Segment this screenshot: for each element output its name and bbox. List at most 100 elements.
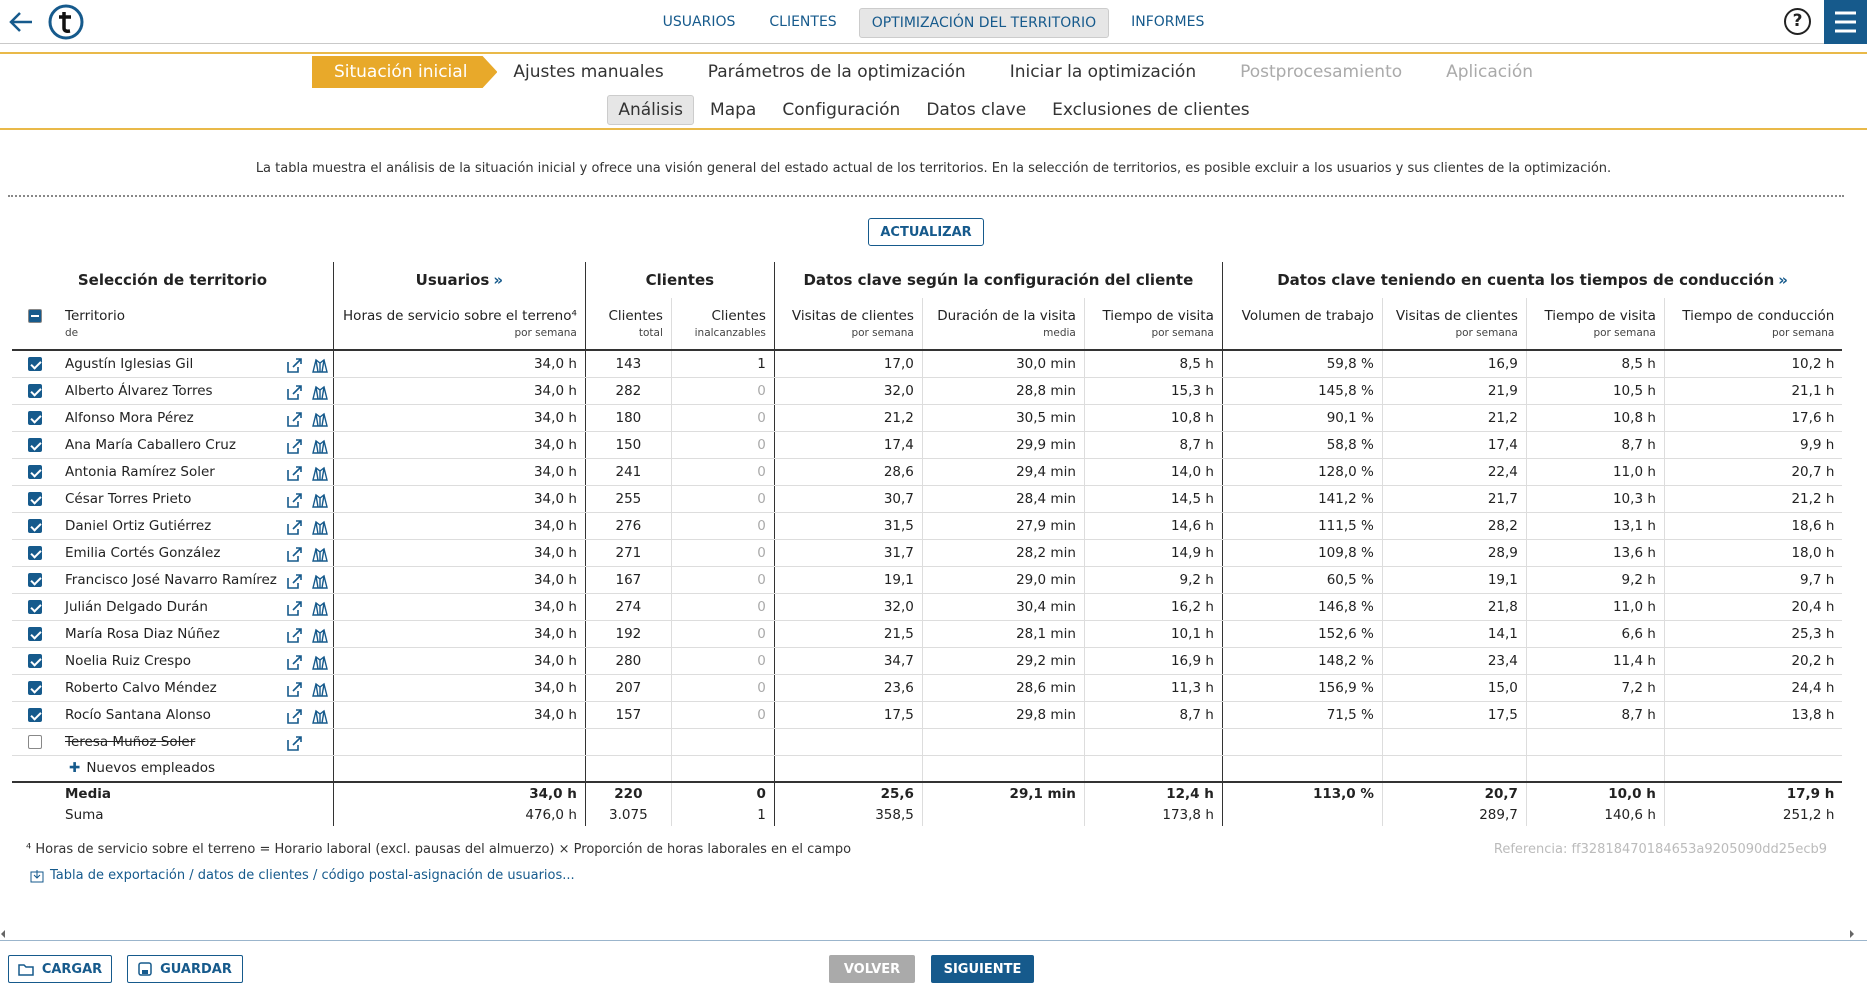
help-button[interactable]: ? bbox=[1784, 8, 1811, 35]
load-button[interactable]: CARGAR bbox=[8, 955, 112, 983]
row-checkbox[interactable] bbox=[28, 573, 42, 587]
scrollbar[interactable] bbox=[0, 928, 1867, 938]
sub-tab[interactable]: Datos clave bbox=[916, 96, 1036, 124]
row-icons[interactable] bbox=[285, 707, 329, 725]
column-header[interactable]: Clientesinalcanzables bbox=[671, 298, 774, 350]
step[interactable]: Parámetros de la optimización bbox=[686, 56, 988, 88]
row-checkbox[interactable] bbox=[28, 681, 42, 695]
select-all-checkbox[interactable] bbox=[28, 309, 42, 323]
step[interactable]: Ajustes manuales bbox=[491, 56, 685, 88]
row-checkbox[interactable] bbox=[28, 465, 42, 479]
row-actions[interactable] bbox=[285, 599, 329, 621]
row-checkbox[interactable] bbox=[28, 357, 42, 371]
column-header[interactable]: Duración de la visitamedia bbox=[922, 298, 1084, 350]
step[interactable]: Postprocesamiento bbox=[1218, 56, 1424, 88]
row-actions[interactable] bbox=[285, 410, 329, 432]
new-employees-cell[interactable]: ✚Nuevos empleados bbox=[57, 755, 333, 782]
row-icons[interactable] bbox=[285, 680, 329, 698]
row-icons[interactable] bbox=[285, 356, 329, 374]
row-actions[interactable] bbox=[285, 707, 329, 729]
update-button[interactable]: ACTUALIZAR bbox=[868, 218, 984, 246]
menu-button[interactable] bbox=[1824, 0, 1867, 44]
expand-link[interactable]: » bbox=[1778, 271, 1788, 289]
column-header[interactable]: Visitas de clientespor semana bbox=[1382, 298, 1526, 350]
sub-tab[interactable]: Mapa bbox=[700, 96, 766, 124]
row-actions[interactable] bbox=[285, 356, 329, 377]
table-body: Agustín Iglesias Gil34,0 h143117,030,0 m… bbox=[12, 350, 1842, 826]
row-checkbox[interactable] bbox=[28, 492, 42, 506]
column-header[interactable]: Tiempo de conducciónpor semana bbox=[1664, 298, 1842, 350]
column-header[interactable]: Clientestotal bbox=[585, 298, 671, 350]
row-checkbox[interactable] bbox=[28, 411, 42, 425]
row-actions[interactable] bbox=[285, 464, 329, 486]
row-checkbox[interactable] bbox=[28, 708, 42, 722]
row-actions[interactable] bbox=[285, 572, 329, 594]
nav-item[interactable]: INFORMES bbox=[1119, 8, 1216, 38]
row-checkbox[interactable] bbox=[28, 438, 42, 452]
back-step-button[interactable]: VOLVER bbox=[829, 955, 915, 983]
save-button[interactable]: GUARDAR bbox=[127, 955, 243, 983]
row-icons[interactable] bbox=[285, 464, 329, 482]
row-checkbox[interactable] bbox=[28, 519, 42, 533]
step[interactable]: Iniciar la optimización bbox=[988, 56, 1218, 88]
folder-icon bbox=[18, 963, 34, 976]
column-header[interactable]: Volumen de trabajo bbox=[1222, 298, 1382, 350]
totals-row: Media34,0 h220025,629,1 min12,4 h113,0 %… bbox=[12, 782, 1842, 804]
nav-item[interactable]: OPTIMIZACIÓN DEL TERRITORIO bbox=[859, 8, 1109, 38]
row-actions[interactable] bbox=[285, 545, 329, 567]
step[interactable]: Aplicación bbox=[1424, 56, 1555, 88]
sub-tab[interactable]: Análisis bbox=[607, 95, 694, 125]
row-icons[interactable] bbox=[285, 437, 329, 455]
row-actions[interactable] bbox=[285, 491, 329, 513]
export-text[interactable]: Tabla de exportación / datos de clientes… bbox=[50, 868, 575, 883]
expand-link[interactable]: » bbox=[493, 271, 503, 289]
row-checkbox[interactable] bbox=[28, 654, 42, 668]
sub-tab[interactable]: Configuración bbox=[772, 96, 910, 124]
data-cell: 152,6 % bbox=[1222, 620, 1382, 647]
data-cell bbox=[1222, 755, 1382, 782]
territory-name: Antonia Ramírez Soler bbox=[65, 464, 215, 480]
row-icons[interactable] bbox=[285, 518, 329, 536]
sub-tab[interactable]: Exclusiones de clientes bbox=[1042, 96, 1259, 124]
totals-cell: 34,0 h bbox=[333, 782, 585, 804]
column-header[interactable]: Tiempo de visitapor semana bbox=[1084, 298, 1222, 350]
export-link[interactable]: Tabla de exportación / datos de clientes… bbox=[30, 868, 575, 883]
nav-item[interactable]: USUARIOS bbox=[651, 8, 748, 38]
row-icons[interactable] bbox=[285, 626, 329, 644]
row-icons[interactable] bbox=[285, 383, 329, 401]
next-button[interactable]: SIGUIENTE bbox=[931, 955, 1034, 983]
data-cell: 9,9 h bbox=[1664, 431, 1842, 458]
column-header[interactable]: Visitas de clientespor semana bbox=[774, 298, 922, 350]
row-actions[interactable] bbox=[285, 680, 329, 702]
row-checkbox[interactable] bbox=[28, 600, 42, 614]
row-icons[interactable] bbox=[285, 653, 329, 671]
row-actions[interactable] bbox=[285, 626, 329, 648]
row-checkbox[interactable] bbox=[28, 546, 42, 560]
row-icons[interactable] bbox=[285, 545, 329, 563]
step[interactable]: Situación inicial bbox=[312, 56, 497, 88]
table-row: Ana María Caballero Cruz34,0 h150017,429… bbox=[12, 431, 1842, 458]
row-actions[interactable] bbox=[285, 653, 329, 675]
data-cell: 13,1 h bbox=[1526, 512, 1664, 539]
row-actions[interactable] bbox=[285, 437, 329, 459]
totals-cell: 1 bbox=[671, 804, 774, 826]
row-icons[interactable] bbox=[285, 734, 329, 752]
row-actions[interactable] bbox=[285, 518, 329, 540]
row-icons[interactable] bbox=[285, 491, 329, 509]
data-cell: 11,4 h bbox=[1526, 647, 1664, 674]
row-icons[interactable] bbox=[285, 410, 329, 428]
column-header[interactable]: Horas de servicio sobre el terreno⁴por s… bbox=[333, 298, 585, 350]
column-header[interactable]: Tiempo de visitapor semana bbox=[1526, 298, 1664, 350]
row-actions[interactable] bbox=[285, 383, 329, 405]
column-header[interactable]: Territoriode bbox=[57, 298, 333, 350]
data-cell: 34,0 h bbox=[333, 674, 585, 701]
row-icons[interactable] bbox=[285, 599, 329, 617]
row-checkbox[interactable] bbox=[28, 384, 42, 398]
data-cell: 23,6 bbox=[774, 674, 922, 701]
row-select bbox=[12, 620, 57, 647]
row-icons[interactable] bbox=[285, 572, 329, 590]
row-checkbox[interactable] bbox=[28, 627, 42, 641]
row-actions[interactable] bbox=[285, 734, 329, 756]
row-checkbox[interactable] bbox=[28, 735, 42, 749]
nav-item[interactable]: CLIENTES bbox=[757, 8, 848, 38]
